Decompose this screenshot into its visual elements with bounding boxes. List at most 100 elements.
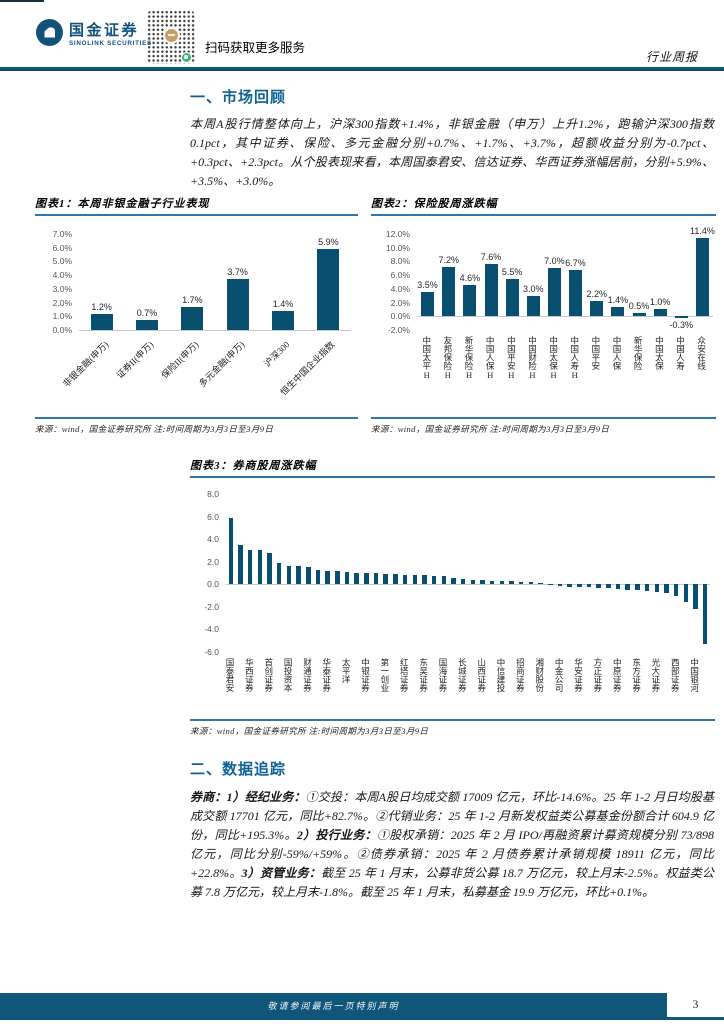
report-type-label: 行业周报 (645, 50, 698, 64)
category-label: 华安证券 (573, 658, 584, 692)
bar (181, 306, 204, 330)
bar (422, 575, 427, 585)
bar (683, 584, 689, 603)
bar (463, 284, 477, 317)
bar (548, 584, 553, 586)
category-label: 中原证券 (612, 658, 623, 692)
bar-value-label: 1.4% (272, 298, 294, 309)
bar (238, 544, 243, 585)
figure3-caption: 图表3：券商股周涨跌幅 (190, 460, 317, 472)
bar (505, 278, 519, 317)
bar-value-label: 1.0% (649, 297, 671, 308)
figure2: 图表2：保险股周涨跌幅 12.0% 10.0% 8.0% 6.0% 4.0% 2.0% 0.… (371, 195, 716, 435)
bar (632, 312, 646, 317)
logo-name-en: SINOLINK SECURITIES (69, 39, 152, 47)
bar-value-label: 11.4% (689, 226, 715, 237)
y-axis-tick-label: 0.0% (390, 311, 410, 322)
figure2-source: 来源：wind，国金证券研究所 注:时间周期为3月3日至3月9日 (371, 424, 610, 434)
bar (354, 573, 359, 585)
category-label: 西部证券 (670, 658, 681, 692)
y-axis-tick-label: 2.0% (52, 297, 72, 308)
y-axis-tick-label: 2.0% (390, 297, 410, 308)
category-label: 招商证券 (515, 658, 526, 692)
category-label: 长城证券 (457, 658, 468, 692)
page-number: 3 (667, 993, 724, 1017)
figure2-bar-chart: 12.0% 10.0% 8.0% 6.0% 4.0% 2.0% 0.0% -2.0% 3.5% 7… (371, 218, 716, 414)
scan-prompt: 扫码获取更多服务 (205, 41, 306, 55)
bar (451, 577, 456, 585)
y-axis-tick-label: 4.0% (390, 283, 410, 294)
bar (606, 584, 611, 589)
bar-value-label: 6.7% (565, 258, 586, 269)
category-label: 财通证券 (302, 658, 313, 692)
category-label: 新华保险H (464, 336, 475, 380)
bar (431, 576, 437, 585)
bar (567, 584, 572, 587)
bar (489, 580, 495, 585)
bar-value-label: 1.4% (607, 294, 629, 305)
category-label: 非银金融(申万) (60, 339, 111, 389)
category-label: 东方证券 (631, 658, 642, 692)
bar (480, 579, 485, 585)
bar (226, 279, 249, 330)
category-label: 国泰君安 (225, 658, 235, 692)
page-edge-mark (0, 0, 44, 2)
figure1-bottom-rule (35, 417, 358, 419)
category-label: 中国人寿H (569, 336, 580, 380)
y-axis-tick-label: -2.0 (204, 601, 219, 612)
bar (518, 582, 524, 585)
category-label: 国海证券 (437, 658, 448, 692)
bar-value-label: 1.2% (91, 301, 112, 312)
figure3: 图表3：券商股周涨跌幅 8.0 6.0 4.0 2.0 0.0 -2.0 -4.0 -6.0 国… (190, 457, 715, 737)
y-axis-tick-label: -6.0 (204, 647, 219, 657)
category-label: 光大证券 (650, 658, 661, 692)
y-axis-tick-label: 3.0% (52, 283, 72, 294)
bar-value-label: 4.6% (459, 272, 481, 283)
bar (635, 584, 640, 591)
category-label: 湘财股份 (534, 658, 545, 692)
x-axis-line (79, 330, 351, 331)
bar-value-label: 1.7% (182, 294, 203, 305)
figure2-bottom-rule (371, 417, 716, 419)
bar-value-label: -0.3% (669, 320, 694, 331)
y-axis-tick-label: 4.0% (52, 270, 72, 281)
bar (484, 264, 498, 317)
bar (625, 584, 630, 590)
category-label: 保险II(申万) (159, 339, 201, 381)
x-axis-line (226, 584, 710, 586)
y-axis-tick-label: 12.0% (385, 229, 410, 239)
bar (267, 552, 272, 585)
category-label: 中国平安H (506, 336, 517, 380)
category-label: 众安在线 (696, 336, 707, 370)
category-label: 红塔证券 (399, 658, 410, 692)
text-run: ①股权承销：2025 年 2 月 IPO/再融资累计募资规模分别 73/898 … (190, 827, 714, 880)
bar (674, 316, 688, 319)
bar (596, 584, 601, 588)
bar (441, 576, 447, 585)
text-run: 截至 25 年 1 月末，公募非货公募 18.7 万亿元，较上月末-2.5%。权… (190, 865, 714, 899)
bar (702, 584, 708, 645)
bar (499, 580, 505, 585)
bar (90, 313, 113, 330)
bar (577, 584, 582, 587)
category-label: 证券II(申万) (114, 339, 156, 381)
figure1: 图表1：本周非银金融子行业表现 7.0% 6.0% 5.0% 4.0% 3.0% 2.0%… (35, 195, 358, 435)
bar (557, 584, 563, 586)
qr-code (147, 10, 195, 64)
bar-value-label: 2.2% (586, 289, 607, 300)
bar (402, 575, 408, 585)
y-axis-tick-label: 6.0% (52, 242, 72, 253)
bar (644, 584, 650, 592)
category-label: 方正证券 (592, 658, 603, 692)
bar-value-label: 3.7% (227, 267, 248, 278)
bar (547, 268, 561, 317)
category-label: 华西证券 (244, 658, 255, 692)
bar-value-label: 5.9% (318, 237, 339, 248)
bold-run: 3）资管业务： (241, 865, 322, 880)
bar (569, 270, 583, 317)
bar (393, 574, 398, 585)
category-label: 中国太保 (654, 336, 665, 370)
figure3-bottom-rule (190, 719, 715, 721)
bar (586, 584, 592, 588)
bar-value-label: 7.0% (544, 256, 565, 267)
